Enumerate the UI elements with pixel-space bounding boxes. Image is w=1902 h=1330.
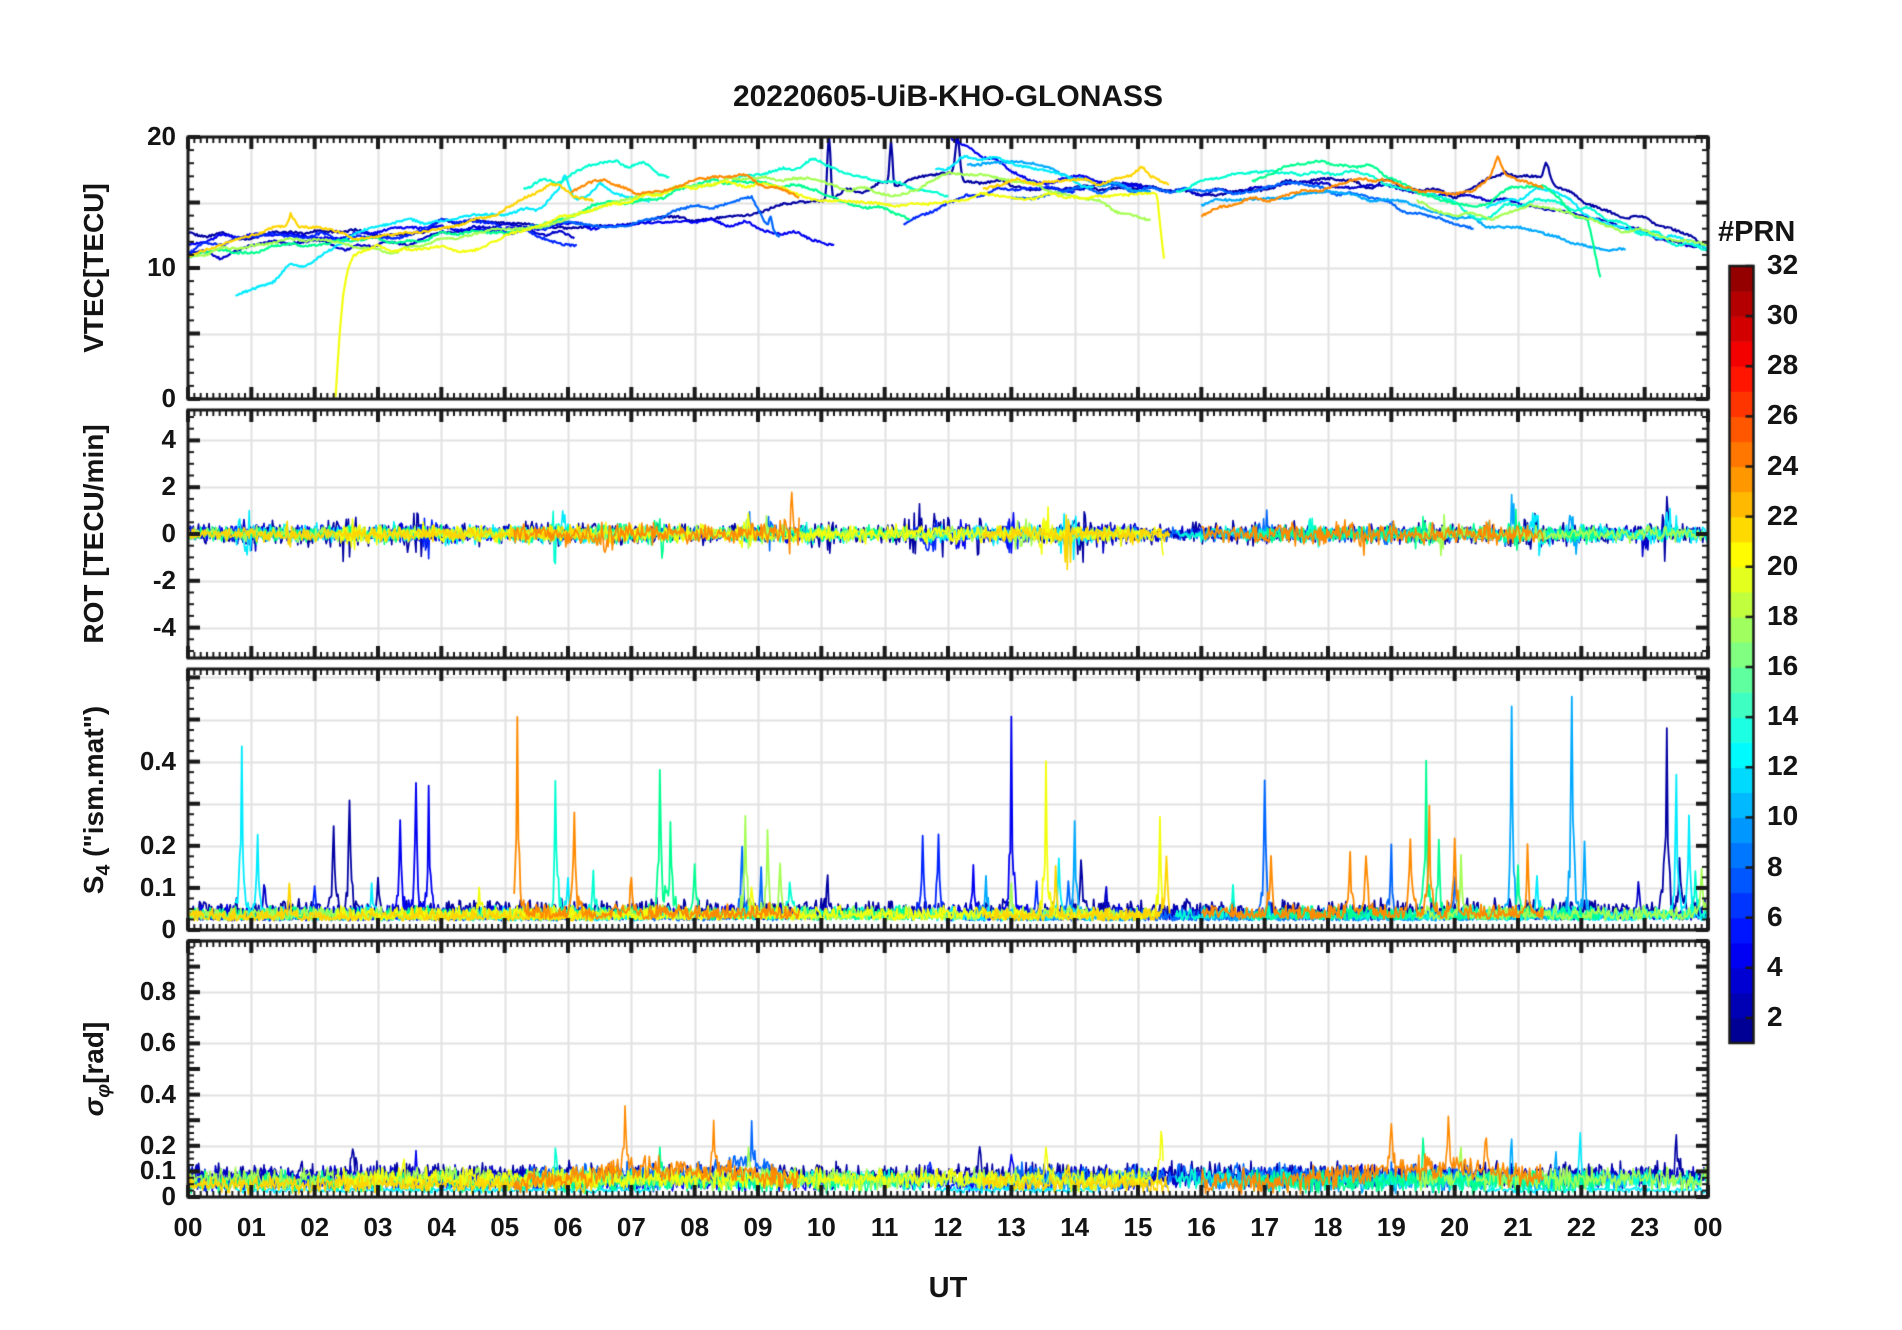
- x-tick-label: 11: [870, 1212, 899, 1242]
- sigma-ytick-label: 0.6: [139, 1027, 176, 1058]
- sigma-ytick-label: 0: [161, 1181, 176, 1211]
- rot-ytick-label: 2: [161, 471, 176, 502]
- x-tick-label: 06: [553, 1212, 583, 1242]
- x-tick-label: 23: [1630, 1212, 1660, 1242]
- colorbar-tick-label: 32: [1767, 249, 1799, 280]
- vtec-ytick-label: 0: [161, 383, 176, 413]
- sigma-ytick-label: 0.2: [139, 1129, 176, 1160]
- x-axis-label: UT: [928, 1272, 968, 1304]
- rot-ytick-label: -2: [152, 564, 176, 595]
- colorbar-tick-label: 14: [1767, 700, 1799, 732]
- x-tick-label: 00: [173, 1212, 203, 1242]
- colorbar-tick-label: 6: [1767, 900, 1783, 932]
- x-tick-label: 00: [1693, 1212, 1723, 1242]
- x-tick-label: 17: [1250, 1212, 1280, 1242]
- colorbar-tick-label: 28: [1767, 349, 1799, 381]
- s4-ytick-label: 0: [161, 914, 176, 944]
- x-tick-label: 16: [1186, 1212, 1216, 1242]
- colorbar-tick-label: 2: [1767, 1000, 1783, 1032]
- colorbar-tick-label: 8: [1767, 850, 1783, 882]
- x-tick-label: 20: [1440, 1212, 1470, 1242]
- sigma-ytick-label: 0.4: [139, 1078, 176, 1109]
- x-tick-label: 07: [616, 1212, 646, 1242]
- colorbar-tick-label: 4: [1767, 950, 1783, 982]
- colorbar-tick-label: 12: [1767, 750, 1799, 782]
- x-tick-label: 19: [1376, 1212, 1406, 1242]
- x-tick-label: 09: [743, 1212, 773, 1242]
- colorbar-tick-label: 18: [1767, 599, 1799, 631]
- x-tick-label: 05: [490, 1212, 520, 1242]
- colorbar-tick-label: 16: [1767, 650, 1799, 682]
- x-tick-label: 03: [363, 1212, 393, 1242]
- colorbar-tick-label: 10: [1767, 800, 1799, 832]
- figure-title: 20220605-UiB-KHO-GLONASS: [732, 80, 1164, 113]
- x-tick-label: 12: [933, 1212, 963, 1242]
- colorbar-tick-label: 22: [1767, 499, 1799, 531]
- x-tick-label: 18: [1313, 1212, 1343, 1242]
- x-tick-label: 21: [1503, 1212, 1533, 1242]
- colorbar-title: #PRN: [1718, 216, 1796, 248]
- x-tick-label: 22: [1566, 1212, 1596, 1242]
- rot-ytick-label: 0: [161, 518, 176, 548]
- colorbar-tick-label: 26: [1767, 399, 1799, 431]
- vtec-ytick-label: 20: [147, 121, 176, 151]
- colorbar-tick-label: 30: [1767, 299, 1799, 331]
- colorbar-tick-label: 24: [1767, 449, 1799, 481]
- sigma-ytick-label: 0.8: [139, 976, 176, 1007]
- s4-ytick-label: 0.1: [139, 871, 176, 902]
- rot-ytick-label: -4: [152, 611, 176, 642]
- s4-ytick-label: 0.2: [139, 829, 176, 860]
- x-tick-label: 10: [806, 1212, 836, 1242]
- rot-ytick-label: 4: [161, 424, 176, 455]
- x-tick-label: 14: [1060, 1212, 1090, 1242]
- x-tick-label: 04: [426, 1212, 456, 1242]
- s4-ytick-label: 0.4: [139, 745, 176, 776]
- x-tick-label: 02: [300, 1212, 330, 1242]
- vtec-ytick-label: 10: [147, 252, 176, 282]
- sigma-ytick-label: 0.1: [139, 1155, 176, 1186]
- x-tick-label: 15: [1123, 1212, 1153, 1242]
- colorbar-tick-label: 20: [1767, 549, 1799, 581]
- x-tick-label: 13: [996, 1212, 1026, 1242]
- x-tick-label: 01: [236, 1212, 266, 1242]
- x-tick-label: 08: [680, 1212, 710, 1242]
